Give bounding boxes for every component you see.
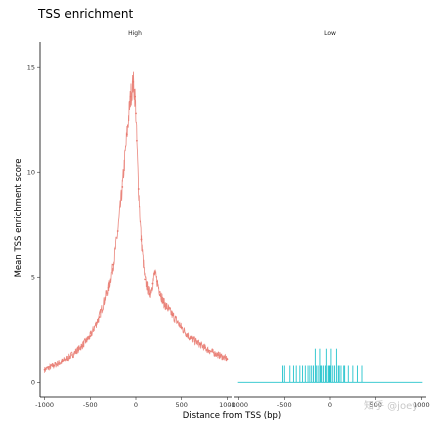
high-tss-profile-line: [44, 71, 228, 373]
high-data-point: [151, 282, 154, 285]
high-data-point: [135, 112, 137, 115]
x-tick-label: 1000: [413, 401, 430, 409]
high-data-point: [140, 238, 143, 241]
high-data-point: [158, 291, 161, 293]
high-data-point: [199, 343, 201, 346]
high-data-point: [71, 354, 73, 356]
high-data-point: [43, 368, 46, 371]
high-data-point: [134, 95, 136, 98]
y-tick-label: 0: [31, 379, 35, 387]
high-data-point: [136, 139, 138, 142]
x-tick-label: -500: [277, 401, 292, 409]
high-data-point: [208, 349, 211, 352]
x-tick-label: 0: [328, 401, 332, 409]
high-data-point: [226, 358, 229, 361]
chart-title: TSS enrichment: [37, 7, 134, 21]
high-data-point: [107, 286, 110, 289]
x-tick-label: 1000: [219, 401, 236, 409]
high-data-point: [189, 337, 192, 340]
high-data-point: [125, 133, 128, 136]
x-axis-label: Distance from TSS (bp): [183, 411, 281, 421]
high-data-point: [80, 345, 83, 348]
facet-label-low: Low: [324, 30, 336, 37]
high-data-point: [171, 314, 174, 316]
high-data-point: [156, 280, 158, 283]
high-data-point: [137, 188, 140, 190]
watermark: 知乎 @joey: [364, 399, 418, 412]
high-data-point: [98, 316, 101, 319]
high-data-point: [217, 354, 220, 356]
y-tick-label: 15: [27, 64, 35, 72]
high-data-point: [121, 186, 124, 188]
high-data-point: [116, 230, 119, 232]
high-data-point: [89, 335, 92, 337]
high-data-point: [153, 272, 156, 274]
high-data-point: [148, 293, 151, 295]
facet-panel-low: [237, 348, 423, 383]
high-data-point: [162, 301, 165, 304]
x-tick-label: -1000: [35, 401, 54, 409]
high-data-point: [61, 360, 64, 363]
facet-label-high: High: [128, 30, 142, 37]
y-tick-label: 10: [27, 169, 35, 177]
high-data-point: [180, 326, 183, 329]
y-tick-label: 5: [31, 274, 35, 282]
high-data-point: [129, 95, 132, 98]
high-data-point: [144, 278, 147, 281]
x-tick-label: 500: [370, 401, 382, 409]
x-tick-label: 0: [134, 401, 138, 409]
x-tick-label: 500: [176, 401, 188, 409]
facet-panel-high: [43, 71, 229, 373]
y-axis-label: Mean TSS enrichment score: [14, 159, 24, 278]
high-data-point: [112, 263, 115, 266]
high-data-point: [132, 81, 135, 83]
x-tick-label: -500: [83, 401, 98, 409]
high-data-point: [52, 364, 55, 367]
x-tick-label: -1000: [229, 401, 248, 409]
